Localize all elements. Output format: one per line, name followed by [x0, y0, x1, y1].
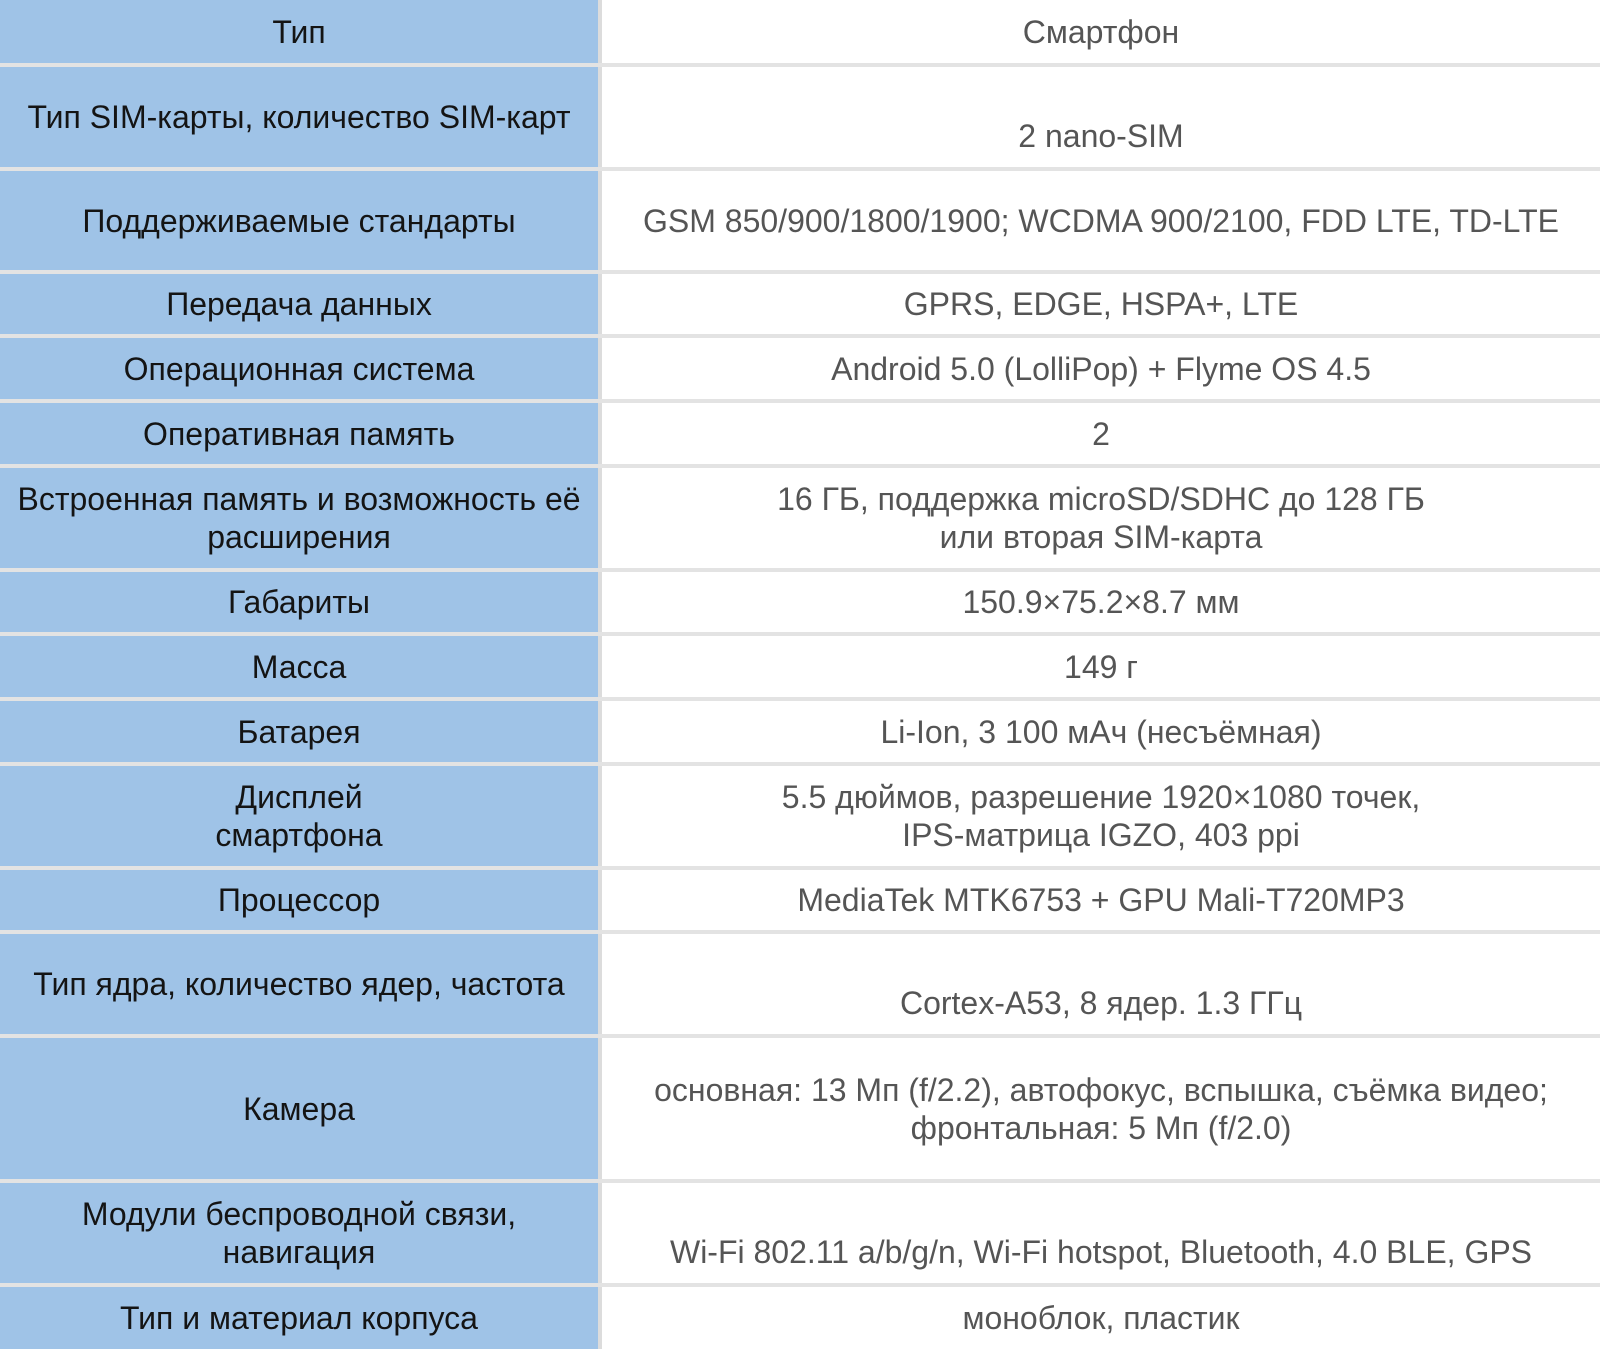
row-value: 149 г [600, 634, 1600, 701]
row-label: Модули беспроводной связи, навигация [0, 1181, 602, 1287]
row-label: Батарея [0, 699, 602, 766]
row-label: Габариты [0, 570, 602, 636]
table-row: Оперативная память 2 [0, 401, 1600, 468]
table-row: Процессор MediaTek MTK6753 + GPU Mali-T7… [0, 868, 1600, 934]
table-row: Батарея Li-Ion, 3 100 мАч (несъёмная) [0, 699, 1600, 766]
row-label: Операционная система [0, 336, 602, 403]
row-label: Тип SIM-карты, количество SIM-карт [0, 65, 602, 171]
row-label: Поддерживаемые стандарты [0, 169, 602, 274]
row-value: 16 ГБ, поддержка microSD/SDHC до 128 ГБ … [600, 466, 1600, 572]
row-value: GPRS, EDGE, HSPA+, LTE [600, 272, 1600, 338]
row-label: Передача данных [0, 272, 602, 338]
row-value: MediaTek MTK6753 + GPU Mali-T720MP3 [600, 868, 1600, 934]
table-row: Поддерживаемые стандарты GSM 850/900/180… [0, 169, 1600, 274]
row-value: 2 [600, 401, 1600, 468]
table-row: Дисплей смартфона 5.5 дюймов, разрешение… [0, 764, 1600, 870]
row-value: GSM 850/900/1800/1900; WCDMA 900/2100, F… [600, 169, 1600, 274]
table-row: Тип SIM-карты, количество SIM-карт 2 nan… [0, 65, 1600, 171]
table-row: Тип Смартфон [0, 0, 1600, 67]
table-row: Габариты 150.9×75.2×8.7 мм [0, 570, 1600, 636]
row-label: Камера [0, 1036, 602, 1183]
row-value: 150.9×75.2×8.7 мм [600, 570, 1600, 636]
row-value: основная: 13 Мп (f/2.2), автофокус, вспы… [600, 1036, 1600, 1183]
table-row: Камера основная: 13 Мп (f/2.2), автофоку… [0, 1036, 1600, 1183]
row-value: Cortex-A53, 8 ядер. 1.3 ГГц [600, 932, 1600, 1038]
row-value: Смартфон [600, 0, 1600, 67]
table-row: Встроенная память и возможность её расши… [0, 466, 1600, 572]
table-row: Тип и материал корпуса моноблок, пластик [0, 1285, 1600, 1349]
table-row: Модули беспроводной связи, навигация Wi-… [0, 1181, 1600, 1287]
row-value: Li-Ion, 3 100 мАч (несъёмная) [600, 699, 1600, 766]
row-value: Android 5.0 (LolliPop) + Flyme OS 4.5 [600, 336, 1600, 403]
table-row: Операционная система Android 5.0 (LolliP… [0, 336, 1600, 403]
row-label: Масса [0, 634, 602, 701]
row-label: Встроенная память и возможность её расши… [0, 466, 602, 572]
table-row: Тип ядра, количество ядер, частота Corte… [0, 932, 1600, 1038]
row-value: моноблок, пластик [600, 1285, 1600, 1349]
row-label: Процессор [0, 868, 602, 934]
row-label: Тип ядра, количество ядер, частота [0, 932, 602, 1038]
row-label: Оперативная память [0, 401, 602, 468]
row-value: 5.5 дюймов, разрешение 1920×1080 точек, … [600, 764, 1600, 870]
table-row: Масса 149 г [0, 634, 1600, 701]
row-value: Wi-Fi 802.11 a/b/g/n, Wi-Fi hotspot, Blu… [600, 1181, 1600, 1287]
row-value: 2 nano-SIM [600, 65, 1600, 171]
row-label: Тип [0, 0, 602, 67]
row-label: Тип и материал корпуса [0, 1285, 602, 1349]
table-row: Передача данных GPRS, EDGE, HSPA+, LTE [0, 272, 1600, 338]
row-label: Дисплей смартфона [0, 764, 602, 870]
